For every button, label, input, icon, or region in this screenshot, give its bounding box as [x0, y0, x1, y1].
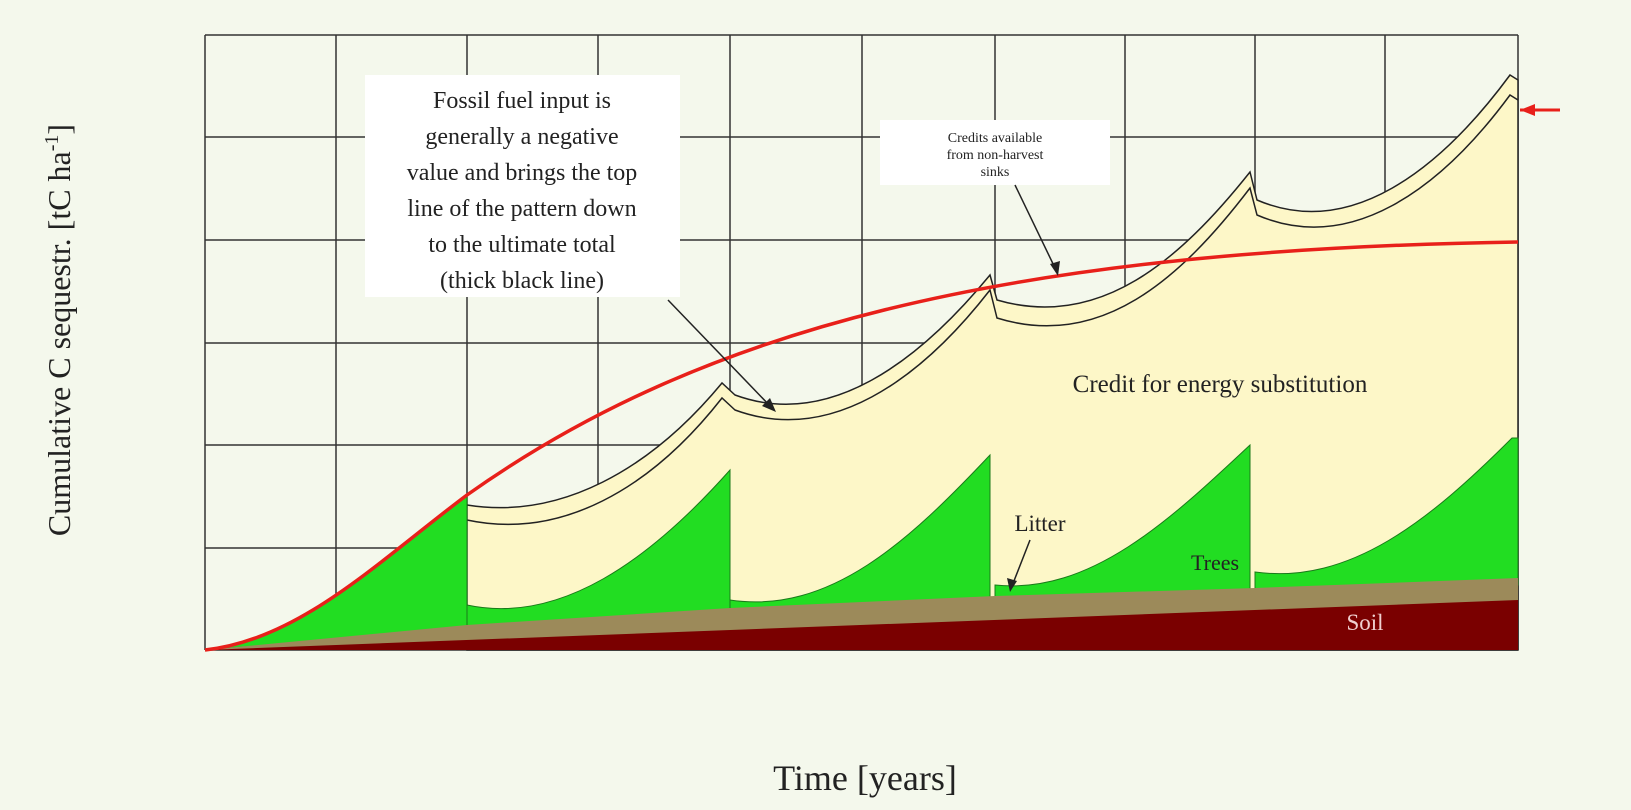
y-axis-label: Cumulative C sequestr. [tC ha-1]	[41, 124, 77, 536]
annotation-line: value and brings the top	[407, 160, 638, 186]
litter-arrowhead	[1007, 578, 1017, 592]
annotation-line: generally a negative	[425, 124, 618, 150]
trees	[204, 437, 1519, 651]
trees-label: Trees	[1191, 550, 1239, 575]
annotation-line: sinks	[981, 165, 1010, 180]
annotation-line: to the ultimate total	[428, 232, 616, 258]
fossil-arrowhead	[762, 398, 776, 412]
annotation-line: Credits available	[948, 131, 1042, 146]
fossil-arrow	[667, 299, 773, 409]
soil	[205, 600, 1518, 650]
inner-line	[466, 93, 1519, 526]
annotation-line: line of the pattern down	[407, 196, 636, 222]
x-axis-label: Time [years]	[773, 758, 957, 798]
total-line	[204, 240, 1519, 652]
fossil-text: Fossil fuel input is generally a negative…	[407, 88, 638, 294]
litter-arrow	[1011, 539, 1031, 587]
annotation-line: Fossil fuel input is	[433, 88, 611, 114]
credits-box	[880, 120, 1110, 185]
litter-label: Litter	[1014, 511, 1065, 536]
soil-label: Soil	[1346, 610, 1383, 635]
annotation-line: from non-harvest	[947, 148, 1044, 163]
energy-label: Credit for energy substitution	[1073, 371, 1368, 398]
fossil-box	[365, 75, 680, 297]
red-arrowhead	[1520, 104, 1535, 116]
credits-text: Credits available from non-harvest sinks	[947, 131, 1044, 180]
annotation-line: (thick black line)	[440, 268, 604, 294]
credits-arrow	[1014, 184, 1057, 271]
credits-arrowhead	[1050, 261, 1060, 276]
